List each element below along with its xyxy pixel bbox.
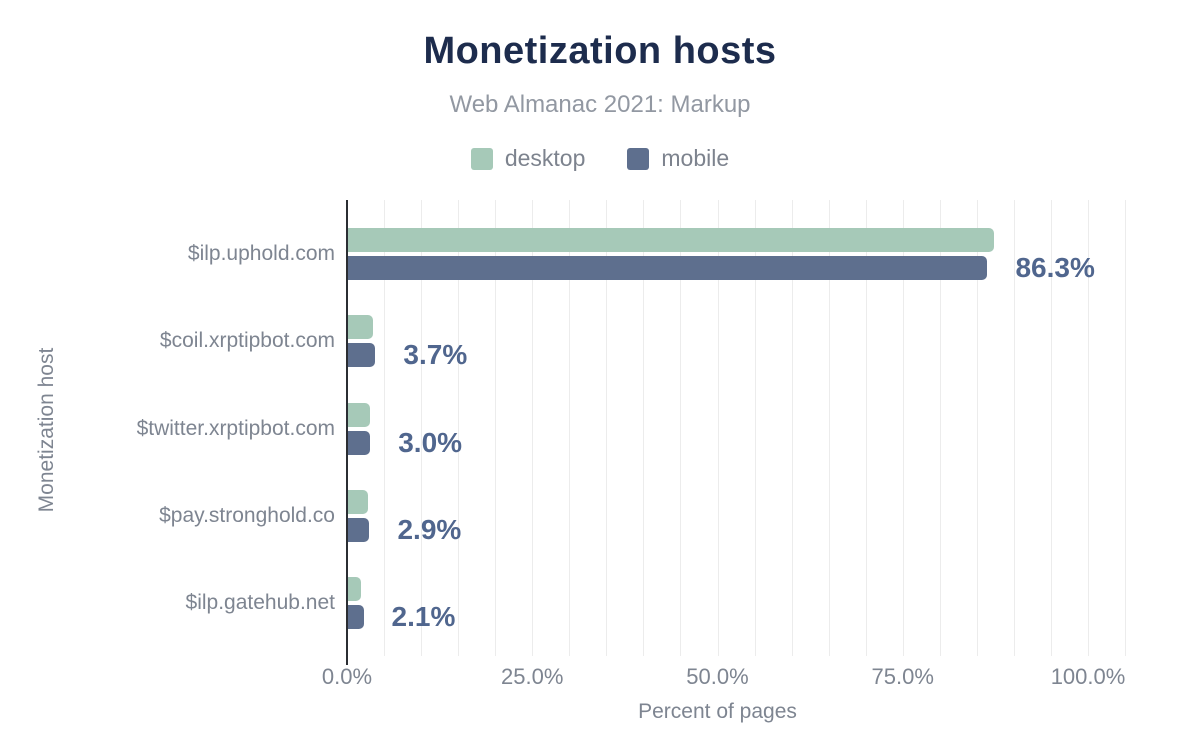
gridline: [791, 200, 793, 656]
bar-desktop[interactable]: [348, 315, 374, 340]
x-tick-label: 25.0%: [501, 664, 564, 689]
category-label: $twitter.xrptipbot.com: [136, 416, 335, 440]
value-label: 86.3%: [1015, 252, 1095, 283]
gridline: [717, 200, 719, 656]
gridline: [680, 200, 682, 656]
legend-item-mobile[interactable]: mobile: [627, 145, 729, 172]
gridline: [1013, 200, 1015, 656]
value-label: 2.1%: [391, 601, 456, 633]
gridline: [384, 200, 386, 656]
category-label: $pay.stronghold.co: [159, 503, 335, 527]
gridline: [939, 200, 941, 656]
bar-mobile[interactable]: [348, 343, 376, 368]
value-label: 2.9%: [397, 513, 462, 545]
legend-item-desktop[interactable]: desktop: [470, 145, 586, 172]
plot-area: 86.3% 3.7% 3.0% 2.9% 2.1%: [346, 200, 1140, 656]
gridline: [643, 200, 645, 656]
bar-mobile[interactable]: [348, 605, 364, 630]
category-label: $ilp.uphold.com: [187, 242, 335, 265]
legend-label-desktop: desktop: [504, 145, 586, 171]
bar-mobile[interactable]: [348, 256, 988, 280]
chart-title: Monetization hosts: [423, 30, 777, 72]
bar-mobile[interactable]: [348, 430, 371, 455]
bar-desktop[interactable]: [348, 577, 361, 602]
x-tick-label: 0.0%: [321, 664, 373, 689]
x-axis-title: Percent of pages: [638, 700, 797, 723]
bar-desktop[interactable]: [348, 402, 371, 427]
gridline: [569, 200, 571, 656]
gridline: [458, 200, 460, 656]
y-axis-title: Monetization host: [35, 347, 58, 513]
x-tick-label: 75.0%: [871, 664, 934, 689]
gridline: [1050, 200, 1052, 656]
gridline: [976, 200, 978, 656]
bar-desktop[interactable]: [348, 228, 995, 252]
legend: desktop mobile: [0, 145, 1200, 172]
gridline: [495, 200, 497, 656]
gridline: [532, 200, 534, 656]
gridline: [1088, 200, 1089, 656]
gridline: [1125, 200, 1127, 656]
value-label: 3.0%: [398, 426, 463, 458]
gridline: [754, 200, 756, 656]
value-label: 3.7%: [403, 339, 468, 371]
x-tick-label: 50.0%: [686, 664, 749, 689]
gridline: [902, 200, 904, 656]
bar-desktop[interactable]: [348, 489, 368, 514]
y-axis-line: [346, 200, 348, 656]
gridline: [865, 200, 867, 656]
legend-swatch-desktop: [470, 147, 493, 170]
chart-subtitle: Web Almanac 2021: Markup: [449, 91, 751, 118]
x-axis-tick: [346, 656, 348, 665]
x-tick-label: 100.0%: [1050, 664, 1126, 689]
bar-mobile[interactable]: [348, 517, 370, 542]
legend-label-mobile: mobile: [661, 145, 730, 171]
gridline: [606, 200, 608, 656]
legend-swatch-mobile: [627, 147, 650, 170]
gridline: [421, 200, 423, 656]
category-label: $coil.xrptipbot.com: [159, 329, 335, 353]
gridline: [828, 200, 830, 656]
category-label: $ilp.gatehub.net: [185, 591, 335, 615]
